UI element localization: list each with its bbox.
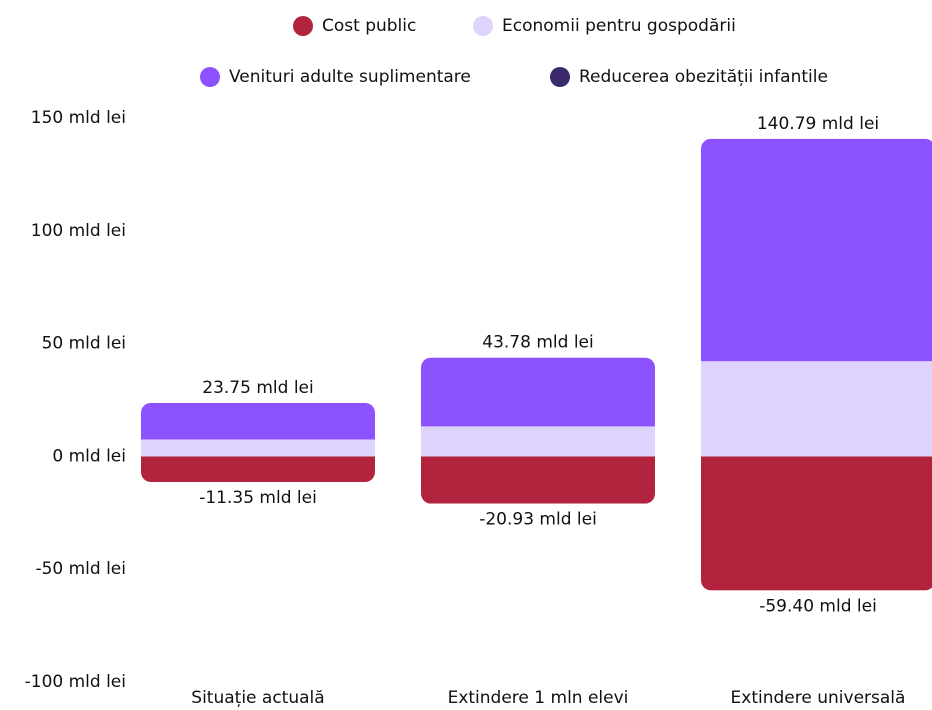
bar-segment [421,456,655,504]
legend-label: Reducerea obezității infantile [579,67,828,87]
x-tick-label: Extindere 1 mln elevi [448,688,629,708]
y-tick-label: 150 mld lei [31,108,126,128]
x-tick-label: Extindere universală [731,688,906,708]
legend-swatch [200,67,220,87]
bar-segment [421,426,655,457]
legend-label: Venituri adulte suplimentare [229,67,471,87]
value-label: -59.40 mld lei [759,596,877,616]
y-tick-label: -100 mld lei [25,672,126,692]
value-label: -11.35 mld lei [199,488,317,508]
bar-segment [701,361,932,457]
x-tick-label: Situație actuală [191,688,324,708]
bar-segment [421,357,655,427]
bar-group [701,138,932,591]
legend-label: Economii pentru gospodării [502,16,736,36]
y-tick-label: -50 mld lei [35,559,126,579]
total-label: 23.75 mld lei [202,378,313,398]
value-label: -20.93 mld lei [479,510,597,530]
y-tick-label: 50 mld lei [42,334,126,354]
total-label: 140.79 mld lei [757,114,879,134]
bar-segment [701,138,932,362]
legend-swatch [550,67,570,87]
legend-swatch [473,16,493,36]
bar-segment [141,439,375,457]
y-tick-label: 100 mld lei [31,221,126,241]
bar-group [141,402,375,483]
bar-segment [141,456,375,483]
bar-segment [141,402,375,440]
y-tick-label: 0 mld lei [52,446,126,466]
legend-swatch [293,16,313,36]
total-label: 43.78 mld lei [482,333,593,353]
bar-group [421,357,655,504]
legend-label: Cost public [322,16,416,36]
bar-segment [701,456,932,591]
